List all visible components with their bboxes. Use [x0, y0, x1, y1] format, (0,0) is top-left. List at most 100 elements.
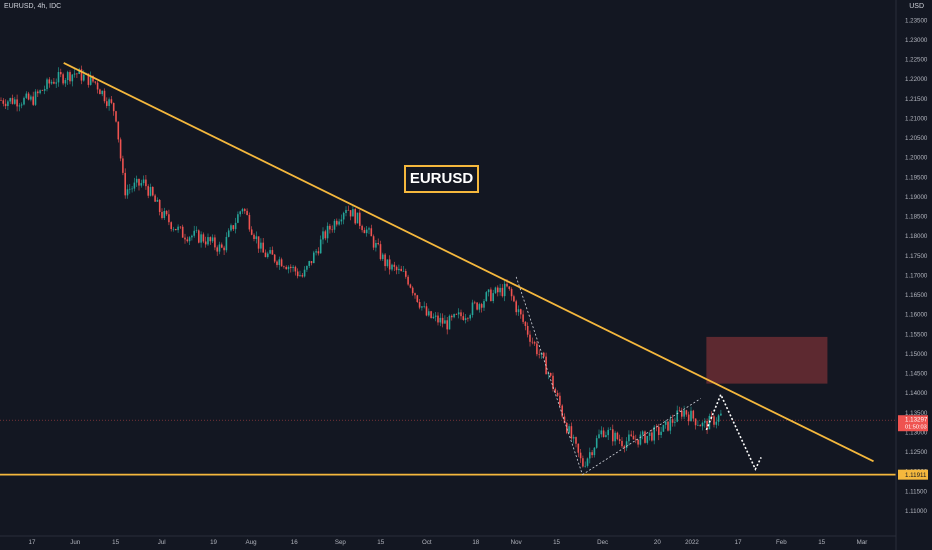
candle	[694, 418, 697, 430]
candle	[395, 265, 398, 275]
candle-body	[563, 416, 566, 423]
candle-body	[687, 414, 690, 422]
candle	[356, 212, 359, 224]
candle	[62, 72, 64, 86]
candle-body	[575, 437, 577, 444]
candle	[131, 186, 133, 193]
candle	[678, 406, 681, 412]
candle	[515, 299, 517, 316]
candle	[692, 409, 695, 422]
candle-body	[179, 226, 182, 228]
candle-body	[170, 222, 172, 230]
candle	[308, 260, 310, 268]
candle-body	[554, 388, 557, 393]
candle-body	[430, 311, 432, 318]
candle-body	[175, 228, 177, 231]
candle-body	[474, 302, 476, 304]
candle-body	[384, 254, 386, 267]
candle	[221, 242, 223, 249]
candle-body	[71, 74, 74, 82]
candle	[365, 225, 368, 237]
candle-body	[664, 421, 667, 425]
candle	[241, 207, 244, 215]
candle-body	[87, 73, 90, 85]
symbol-label[interactable]: EURUSD, 4h, IDC	[4, 3, 62, 10]
y-tick-label: 1.16000	[905, 312, 928, 319]
candle-body	[616, 432, 619, 440]
candle	[361, 224, 363, 233]
x-axis: 17 Jun 15 Jul 19 Aug 16 Sep 15 Oct 18 Nov 15 Dec 20 202…	[0, 535, 896, 546]
candle-body	[96, 82, 99, 90]
candle	[315, 248, 317, 256]
candle	[37, 89, 39, 98]
candle-body	[124, 172, 126, 196]
projection-path	[705, 392, 762, 472]
x-tick-label: Oct	[422, 539, 432, 546]
y-tick-label: 1.20500	[905, 135, 928, 142]
candle-body	[407, 276, 409, 285]
candle	[577, 443, 580, 458]
candle-body	[483, 301, 485, 308]
candle-body	[556, 392, 559, 396]
candle	[76, 72, 78, 79]
candle-body	[20, 104, 23, 106]
candle-body	[101, 90, 103, 95]
candle-body	[701, 422, 704, 427]
candle-body	[25, 93, 28, 98]
candle-body	[547, 373, 550, 375]
candle-body	[64, 80, 67, 84]
candle	[41, 89, 44, 92]
candle	[230, 223, 232, 232]
candle	[142, 175, 145, 186]
candle	[124, 168, 126, 199]
candle-body	[671, 419, 674, 423]
candle-body	[499, 287, 501, 293]
candle	[423, 301, 425, 309]
candle	[324, 229, 327, 241]
candle-body	[39, 90, 41, 94]
x-tick-label: Dec	[597, 539, 608, 546]
candle-body	[669, 419, 672, 431]
candle	[460, 309, 462, 320]
candle	[391, 263, 393, 272]
candle	[156, 197, 159, 202]
candle-body	[400, 268, 402, 272]
candle	[301, 272, 304, 278]
candle-body	[710, 415, 713, 417]
candle-body	[625, 441, 628, 449]
candle	[110, 96, 113, 105]
candle-body	[579, 452, 582, 459]
candle-body	[595, 438, 598, 448]
x-tick-label: 15	[377, 539, 384, 546]
candle	[329, 223, 331, 234]
candle-body	[632, 435, 635, 440]
candle	[713, 415, 715, 428]
candle-body	[239, 211, 241, 215]
candle	[474, 300, 476, 305]
candle-body	[497, 287, 499, 293]
candle	[11, 94, 14, 105]
candle-body	[566, 422, 568, 433]
candle-body	[589, 452, 591, 459]
candle	[234, 217, 237, 234]
y-tick-label: 1.17000	[905, 272, 928, 279]
candle-body	[292, 266, 294, 268]
candle	[552, 372, 554, 392]
candle	[204, 236, 207, 248]
y-tick-label: 1.14000	[905, 390, 928, 397]
candle-body	[418, 302, 421, 308]
candle-body	[313, 252, 315, 264]
candle-body	[46, 79, 48, 90]
candle	[117, 121, 120, 143]
candle	[522, 310, 524, 325]
candle	[609, 427, 612, 431]
candle	[149, 183, 152, 197]
candle-body	[487, 289, 490, 293]
candle	[543, 351, 545, 358]
candle	[462, 312, 465, 321]
candle-body	[246, 210, 248, 216]
candle	[209, 236, 212, 245]
candle	[612, 424, 614, 446]
candle-body	[623, 446, 626, 449]
